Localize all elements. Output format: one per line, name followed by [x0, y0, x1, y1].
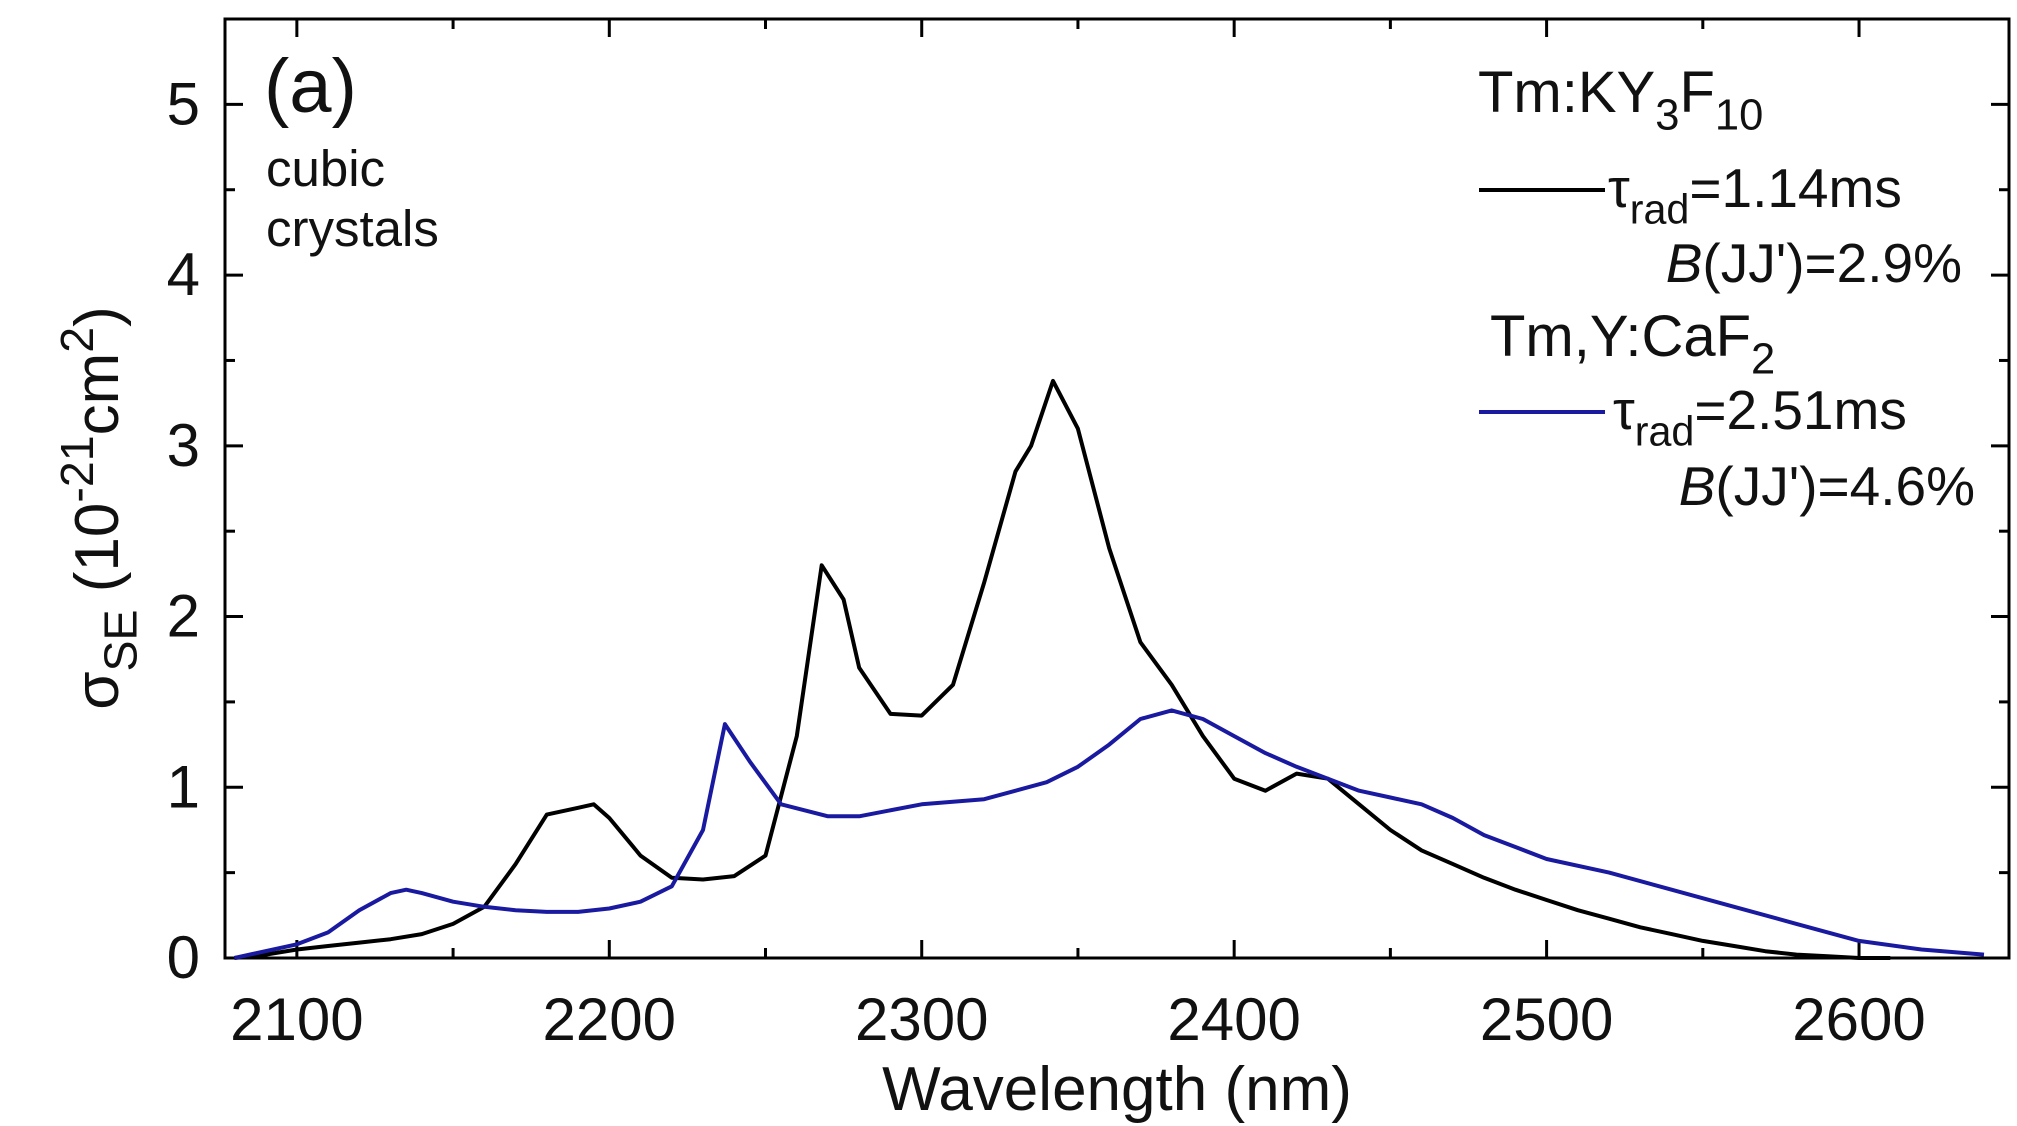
text-segment: (JJ')=2.9% — [1702, 232, 1962, 294]
text-segment: 3 — [1655, 91, 1679, 139]
text-segment: =2.51ms — [1694, 379, 1906, 441]
x-axis-title: Wavelength (nm) — [882, 1055, 1352, 1124]
x-tick-label: 2300 — [855, 986, 988, 1053]
x-tick-label: 2600 — [1792, 986, 1925, 1053]
text-segment: rad — [1630, 187, 1690, 233]
annotation: cubic — [266, 140, 385, 197]
text-segment: 2 — [51, 327, 103, 353]
legend-label: B(JJ')=4.6% — [1679, 455, 1975, 517]
y-tick-label: 3 — [167, 412, 200, 479]
text-segment: 10 — [1715, 91, 1763, 139]
text-segment: σ — [63, 672, 132, 710]
annotation: crystals — [266, 200, 439, 257]
text-segment: (10 — [63, 503, 132, 610]
text-segment: cm — [63, 353, 132, 436]
text-segment: SE — [95, 609, 147, 671]
text-segment: rad — [1635, 409, 1695, 455]
panel-label: (a) — [264, 44, 357, 129]
y-axis-title-group: σSE (10-21cm2) — [51, 306, 146, 710]
y-tick-label: 4 — [167, 241, 200, 308]
text-segment: B — [1666, 232, 1703, 294]
text-segment: Tm:KY — [1478, 60, 1655, 125]
plot-frame — [223, 17, 2011, 960]
text-segment: F — [1679, 60, 1714, 125]
text-segment: (JJ')=4.6% — [1715, 455, 1975, 517]
x-tick-label: 2400 — [1167, 986, 1300, 1053]
x-tick-label: 2200 — [543, 986, 676, 1053]
y-tick-label: 2 — [167, 583, 200, 650]
legend-label: τrad=1.14ms — [1608, 157, 1902, 233]
text-segment: 2 — [1751, 335, 1775, 383]
legend-label: B(JJ')=2.9% — [1666, 232, 1962, 294]
x-tick-label: 2500 — [1480, 986, 1613, 1053]
text-segment: Tm,Y:CaF — [1490, 304, 1751, 369]
x-tick-label: 2100 — [230, 986, 363, 1053]
legend-title: Tm:KY3F10 — [1478, 60, 1763, 139]
text-segment: =1.14ms — [1689, 157, 1901, 219]
legend-title: Tm,Y:CaF2 — [1490, 304, 1775, 383]
y-tick-label: 5 — [167, 70, 200, 137]
text-segment: -21 — [51, 435, 103, 502]
text-segment: τ — [1613, 379, 1635, 441]
series-line — [233, 708, 1985, 960]
y-axis-title: σSE (10-21cm2) — [51, 306, 146, 710]
text-segment: B — [1679, 455, 1716, 517]
legend-label: τrad=2.51ms — [1613, 379, 1907, 455]
y-tick-label: 1 — [167, 753, 200, 820]
series-line — [234, 378, 1891, 960]
y-tick-label: 0 — [167, 924, 200, 991]
text-segment: τ — [1608, 157, 1630, 219]
text-segment: ) — [63, 306, 132, 327]
